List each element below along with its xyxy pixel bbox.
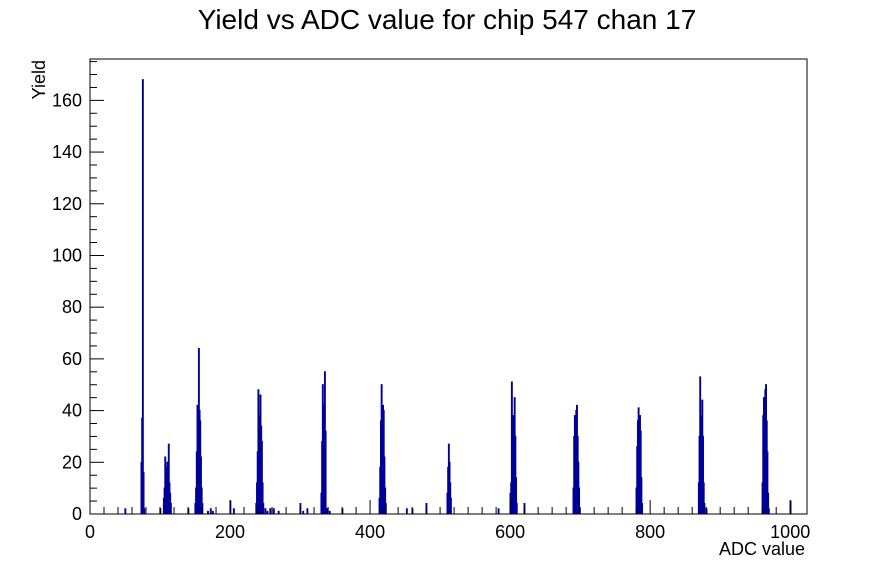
y-tick-label: 160	[52, 90, 82, 110]
histogram-bin	[272, 508, 275, 514]
histogram-bin	[277, 510, 280, 514]
y-tick-label: 40	[62, 401, 82, 421]
histogram-bin	[262, 503, 265, 514]
histogram-bars	[124, 79, 792, 514]
histogram-bin	[767, 492, 770, 514]
x-tick-label: 800	[635, 522, 665, 542]
x-tick-label: 200	[215, 522, 245, 542]
x-tick-label: 1000	[770, 522, 810, 542]
y-tick-label: 140	[52, 142, 82, 162]
histogram-bin	[640, 477, 643, 514]
histogram-bin	[702, 435, 704, 514]
histogram-bin	[169, 503, 172, 514]
histogram-bin	[450, 497, 452, 514]
histogram-bin	[767, 508, 770, 514]
histogram-bin	[578, 487, 581, 514]
histogram-bin	[142, 472, 145, 514]
histogram-bin	[325, 508, 328, 514]
histogram-bin	[514, 435, 517, 514]
histogram-bin	[141, 79, 144, 514]
histogram-bin	[209, 508, 212, 514]
y-tick-label: 120	[52, 194, 82, 214]
histogram-bin	[324, 430, 327, 514]
y-tick-label: 80	[62, 297, 82, 317]
x-axis-ticks: 0 200 400 600 800 1000	[85, 500, 810, 542]
y-tick-label: 100	[52, 245, 82, 265]
histogram-bin	[405, 508, 408, 514]
histogram-bin	[232, 508, 235, 514]
histogram-bin	[200, 487, 203, 514]
histogram-bin	[207, 510, 209, 514]
x-tick-label: 600	[495, 522, 525, 542]
x-tick-label: 0	[85, 522, 95, 542]
histogram-bin	[384, 503, 387, 514]
histogram-bin	[702, 482, 705, 514]
histogram-bin	[302, 510, 305, 514]
histogram-bin	[124, 508, 127, 514]
plot-frame	[89, 58, 808, 515]
x-axis-title: ADC value	[719, 539, 805, 559]
histogram-bin	[261, 482, 264, 514]
chart-title: Yield vs ADC value for chip 547 chan 17	[198, 4, 697, 35]
histogram-bin	[328, 510, 331, 514]
histogram-bin	[497, 508, 500, 514]
histogram-bin	[260, 441, 263, 514]
histogram-bin	[703, 503, 706, 514]
histogram-bin	[639, 430, 642, 514]
histogram-bin	[306, 508, 309, 514]
histogram-bin	[264, 508, 267, 514]
y-axis-title: Yield	[29, 60, 49, 99]
histogram-bin	[641, 503, 644, 514]
y-tick-label: 20	[62, 452, 82, 472]
y-tick-label: 0	[72, 504, 82, 524]
y-axis-ticks: 0 20 40 60 80 100 120 140 160	[52, 61, 104, 524]
histogram-bin	[266, 510, 269, 514]
histogram-bin	[200, 456, 202, 514]
histogram-bin	[167, 443, 170, 514]
histogram-bin	[766, 451, 769, 514]
histogram-bin	[515, 503, 518, 514]
histogram-bin	[383, 456, 386, 514]
x-tick-label: 400	[355, 522, 385, 542]
histogram-bin	[211, 510, 214, 514]
histogram-bin	[269, 508, 272, 514]
histogram-bin	[515, 477, 518, 514]
histogram-bin	[384, 487, 387, 514]
histogram-bin	[143, 508, 146, 514]
y-tick-label: 60	[62, 349, 82, 369]
